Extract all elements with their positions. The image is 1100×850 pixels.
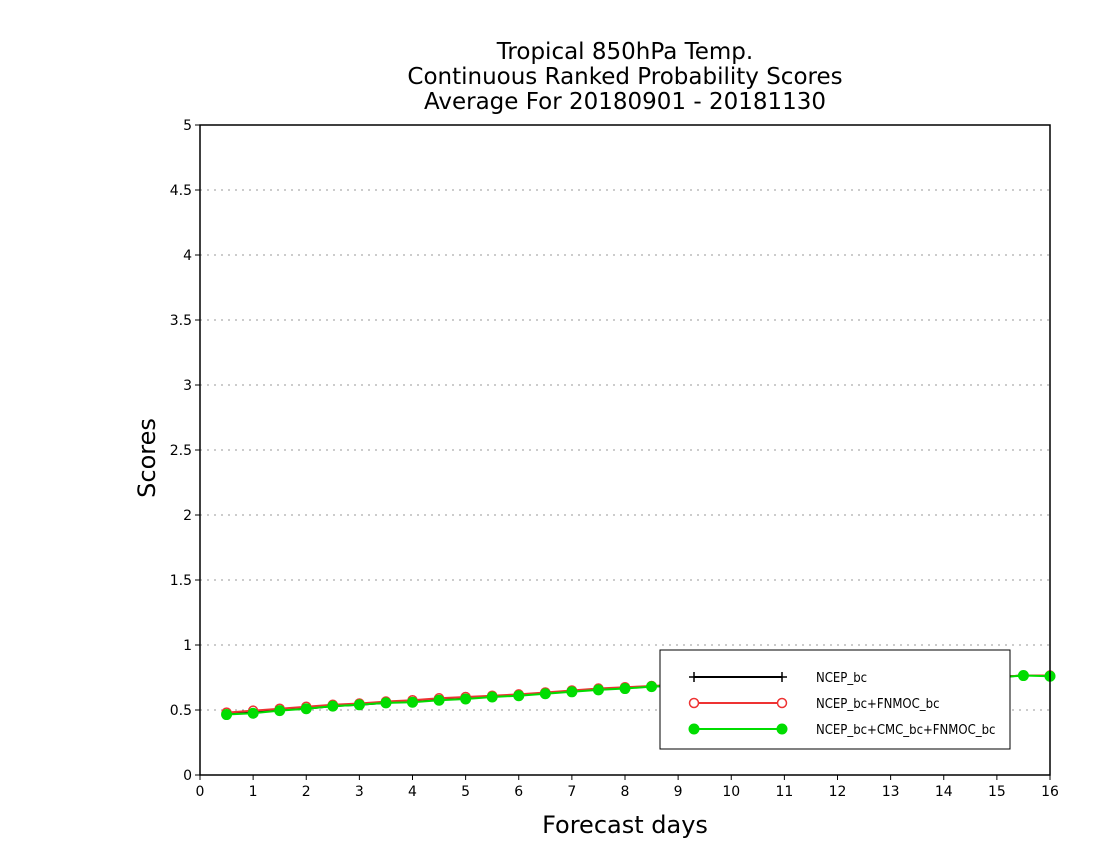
x-axis-label: Forecast days [542,811,708,839]
data-point-filled-circle [646,681,658,693]
data-point-filled-circle [247,707,259,719]
y-axis: 0 0.5 1 1.5 2 2.5 3 3.5 4 4.5 5 [170,118,200,784]
y-tick-label: 1 [183,638,192,654]
y-tick-label: 1.5 [170,573,192,589]
x-tick-label: 7 [567,784,576,800]
y-tick-label: 0.5 [170,703,192,719]
x-tick-label: 1 [249,784,258,800]
data-point-filled-circle [380,697,392,709]
x-tick-label: 3 [355,784,364,800]
legend-entry: NCEP_bc+CMC_bc+FNMOC_bc [688,723,995,738]
data-point-filled-circle [619,683,631,695]
x-tick-label: 13 [882,784,900,800]
data-point-filled-circle [221,709,233,721]
x-tick-label: 14 [935,784,953,800]
x-axis: 0 1 2 3 4 5 6 7 8 9 10 11 12 13 14 15 16 [196,775,1059,800]
y-axis-label: Scores [133,418,161,498]
data-point-open-circle [776,697,788,709]
data-point-filled-circle [274,705,286,717]
data-point-filled-circle [566,686,578,698]
x-tick-label: 12 [829,784,847,800]
x-tick-label: 11 [775,784,793,800]
x-tick-label: 0 [196,784,205,800]
y-tick-label: 2.5 [170,443,192,459]
data-point-filled-circle [407,696,418,708]
y-tick-label: 3 [183,378,192,394]
data-point-filled-circle [486,691,498,703]
data-point-filled-circle [513,690,525,702]
data-point-plus [777,672,787,682]
chart-title: Tropical 850hPa Temp. Continuous Ranked … [407,39,842,115]
legend-entry: NCEP_bc+FNMOC_bc [688,697,940,712]
legend-label: NCEP_bc+CMC_bc+FNMOC_bc [816,723,995,738]
data-point-filled-circle [776,723,788,735]
y-tick-label: 3.5 [170,313,192,329]
title-line-3: Average For 20180901 - 20181130 [424,89,826,115]
data-point-filled-circle [300,703,312,715]
data-point-filled-circle [592,684,604,696]
y-tick-label: 4 [183,248,192,264]
x-tick-label: 10 [722,784,740,800]
legend: NCEP_bc NCEP_bc+FNMOC_bc NCEP_bc+CMC_bc+FN… [659,649,1011,750]
x-tick-label: 5 [461,784,470,800]
x-tick-label: 6 [514,784,523,800]
title-line-1: Tropical 850hPa Temp. [496,39,753,65]
data-point-filled-circle [460,693,472,705]
title-line-2: Continuous Ranked Probability Scores [407,64,842,90]
data-point-filled-circle [688,723,700,735]
x-tick-label: 9 [674,784,683,800]
x-tick-label: 8 [621,784,630,800]
data-point-filled-circle [539,688,551,700]
data-point-filled-circle [327,700,339,712]
x-tick-label: 15 [988,784,1006,800]
y-tick-label: 4.5 [170,183,192,199]
data-point-filled-circle [353,699,365,711]
y-tick-label: 5 [183,118,192,134]
x-tick-label: 2 [302,784,311,800]
data-point-filled-circle [1017,670,1029,682]
grid [200,189,1050,711]
legend-entry: NCEP_bc [689,671,867,686]
x-tick-label: 16 [1041,784,1059,800]
data-point-open-circle [688,697,700,709]
data-point-filled-circle [433,694,445,706]
legend-label: NCEP_bc [816,671,867,686]
legend-box [659,649,1011,750]
y-tick-label: 0 [183,768,192,784]
data-point-plus [689,672,699,682]
legend-label: NCEP_bc+FNMOC_bc [816,697,940,712]
y-tick-label: 2 [183,508,192,524]
x-tick-label: 4 [408,784,417,800]
